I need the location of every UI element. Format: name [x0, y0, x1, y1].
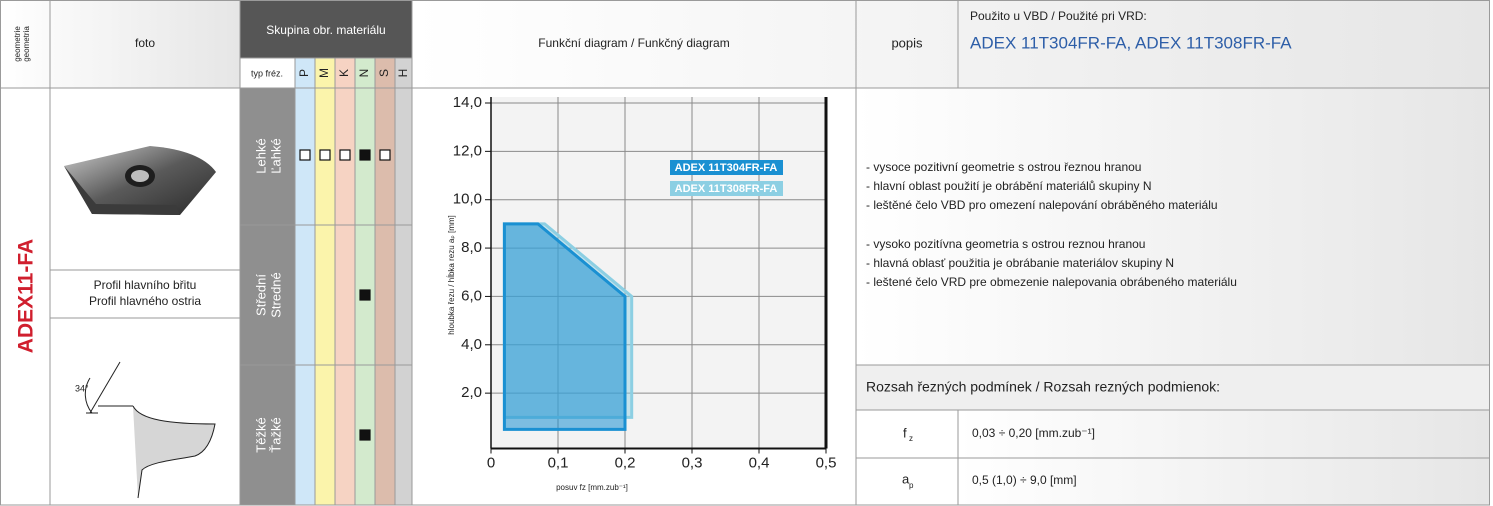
profile-angle: 34° — [75, 383, 89, 393]
y-tick-label: 14,0 — [453, 94, 482, 111]
y-tick-label: 10,0 — [453, 191, 482, 208]
conditions-title: Rozsah řezných podmínek / Rozsah rezných… — [866, 379, 1220, 395]
photo-header: foto — [135, 36, 155, 50]
description-header: popis — [891, 35, 923, 50]
legend-label: ADEX 11T304FR-FA — [675, 162, 778, 174]
col-s — [375, 58, 395, 505]
insert-photo — [64, 146, 216, 215]
load-label: Lehké — [253, 138, 268, 173]
condition-value: 0,03 ÷ 0,20 [mm.zub⁻¹] — [972, 426, 1095, 440]
material-letter: M — [317, 68, 331, 78]
description-line: - leštěné čelo VBD pro omezení nalepován… — [866, 198, 1218, 212]
y-tick-label: 6,0 — [461, 287, 482, 304]
load-label: Stredné — [268, 272, 283, 318]
load-label: Ťažké — [268, 417, 283, 452]
material-letter: N — [357, 69, 371, 78]
load-label: Těžké — [253, 417, 268, 452]
material-letter: K — [337, 69, 351, 77]
material-letter: P — [297, 69, 311, 77]
condition-value: 0,5 (1,0) ÷ 9,0 [mm] — [972, 473, 1077, 487]
used-in-label: Použito u VBD / Použité pri VRD: — [970, 9, 1147, 23]
load-label: Střední — [253, 274, 268, 316]
col-m — [315, 58, 335, 505]
description-line: - hlavní oblast použití je obrábění mate… — [866, 179, 1152, 193]
inserts-list: ADEX 11T304FR-FA, ADEX 11T308FR-FA — [970, 33, 1292, 52]
col-h — [395, 58, 412, 505]
group-header: Skupina obr. materiálu — [266, 23, 385, 37]
y-axis-label: hloubka řezu / hĺbka rezu aₚ [mm] — [447, 215, 456, 334]
x-tick-label: 0,4 — [749, 454, 770, 471]
y-tick-label: 2,0 — [461, 384, 482, 401]
x-tick-label: 0,3 — [682, 454, 703, 471]
geometry-header: geometrie — [13, 26, 22, 62]
description-line: - vysoko pozitívna geometria s ostrou re… — [866, 237, 1145, 251]
description-bg — [856, 88, 1490, 365]
geometry-name: ADEX11-FA — [15, 239, 38, 353]
col-p — [295, 58, 315, 505]
x-tick-label: 0 — [487, 454, 495, 471]
y-tick-label: 8,0 — [461, 239, 482, 256]
material-letter: H — [396, 69, 410, 78]
diagram-header: Funkční diagram / Funkčný diagram — [538, 36, 729, 50]
y-tick-label: 4,0 — [461, 336, 482, 353]
col-k — [335, 58, 355, 505]
condition-subscript: p — [909, 481, 914, 490]
y-tick-label: 12,0 — [453, 142, 482, 159]
function-diagram: 2,0 4,0 6,0 8,0 10,0 12,0 14,0 0 0,1 0,2 0,3 0,4 0,5… — [453, 94, 837, 472]
header-bg — [0, 0, 240, 88]
profile-label: Profil hlavního břitu — [94, 278, 197, 292]
x-tick-label: 0,2 — [615, 454, 636, 471]
profile-drawing — [85, 362, 215, 498]
catalog-page: geometrie geometria foto Skupina obr. ma… — [0, 0, 1493, 506]
description-line: - leštené čelo VRD pre obmezenie nalepov… — [866, 275, 1237, 289]
type-header: typ fréz. — [251, 68, 283, 78]
profile-label: Profil hlavného ostria — [89, 294, 201, 308]
x-tick-label: 0,5 — [816, 454, 837, 471]
geometry-header: geometria — [22, 26, 31, 62]
load-label: Ľahké — [268, 138, 283, 173]
description-line: - hlavná oblasť použitia je obrábanie ma… — [866, 256, 1174, 270]
condition-subscript: z — [909, 434, 913, 443]
condition-symbol: f — [903, 425, 907, 440]
material-letter: S — [377, 69, 391, 77]
legend-label: ADEX 11T308FR-FA — [675, 183, 778, 195]
x-tick-label: 0,1 — [548, 454, 569, 471]
description-line: - vysoce pozitivní geometrie s ostrou ře… — [866, 160, 1141, 174]
x-axis-label: posuv fz [mm.zub⁻¹] — [556, 483, 628, 492]
